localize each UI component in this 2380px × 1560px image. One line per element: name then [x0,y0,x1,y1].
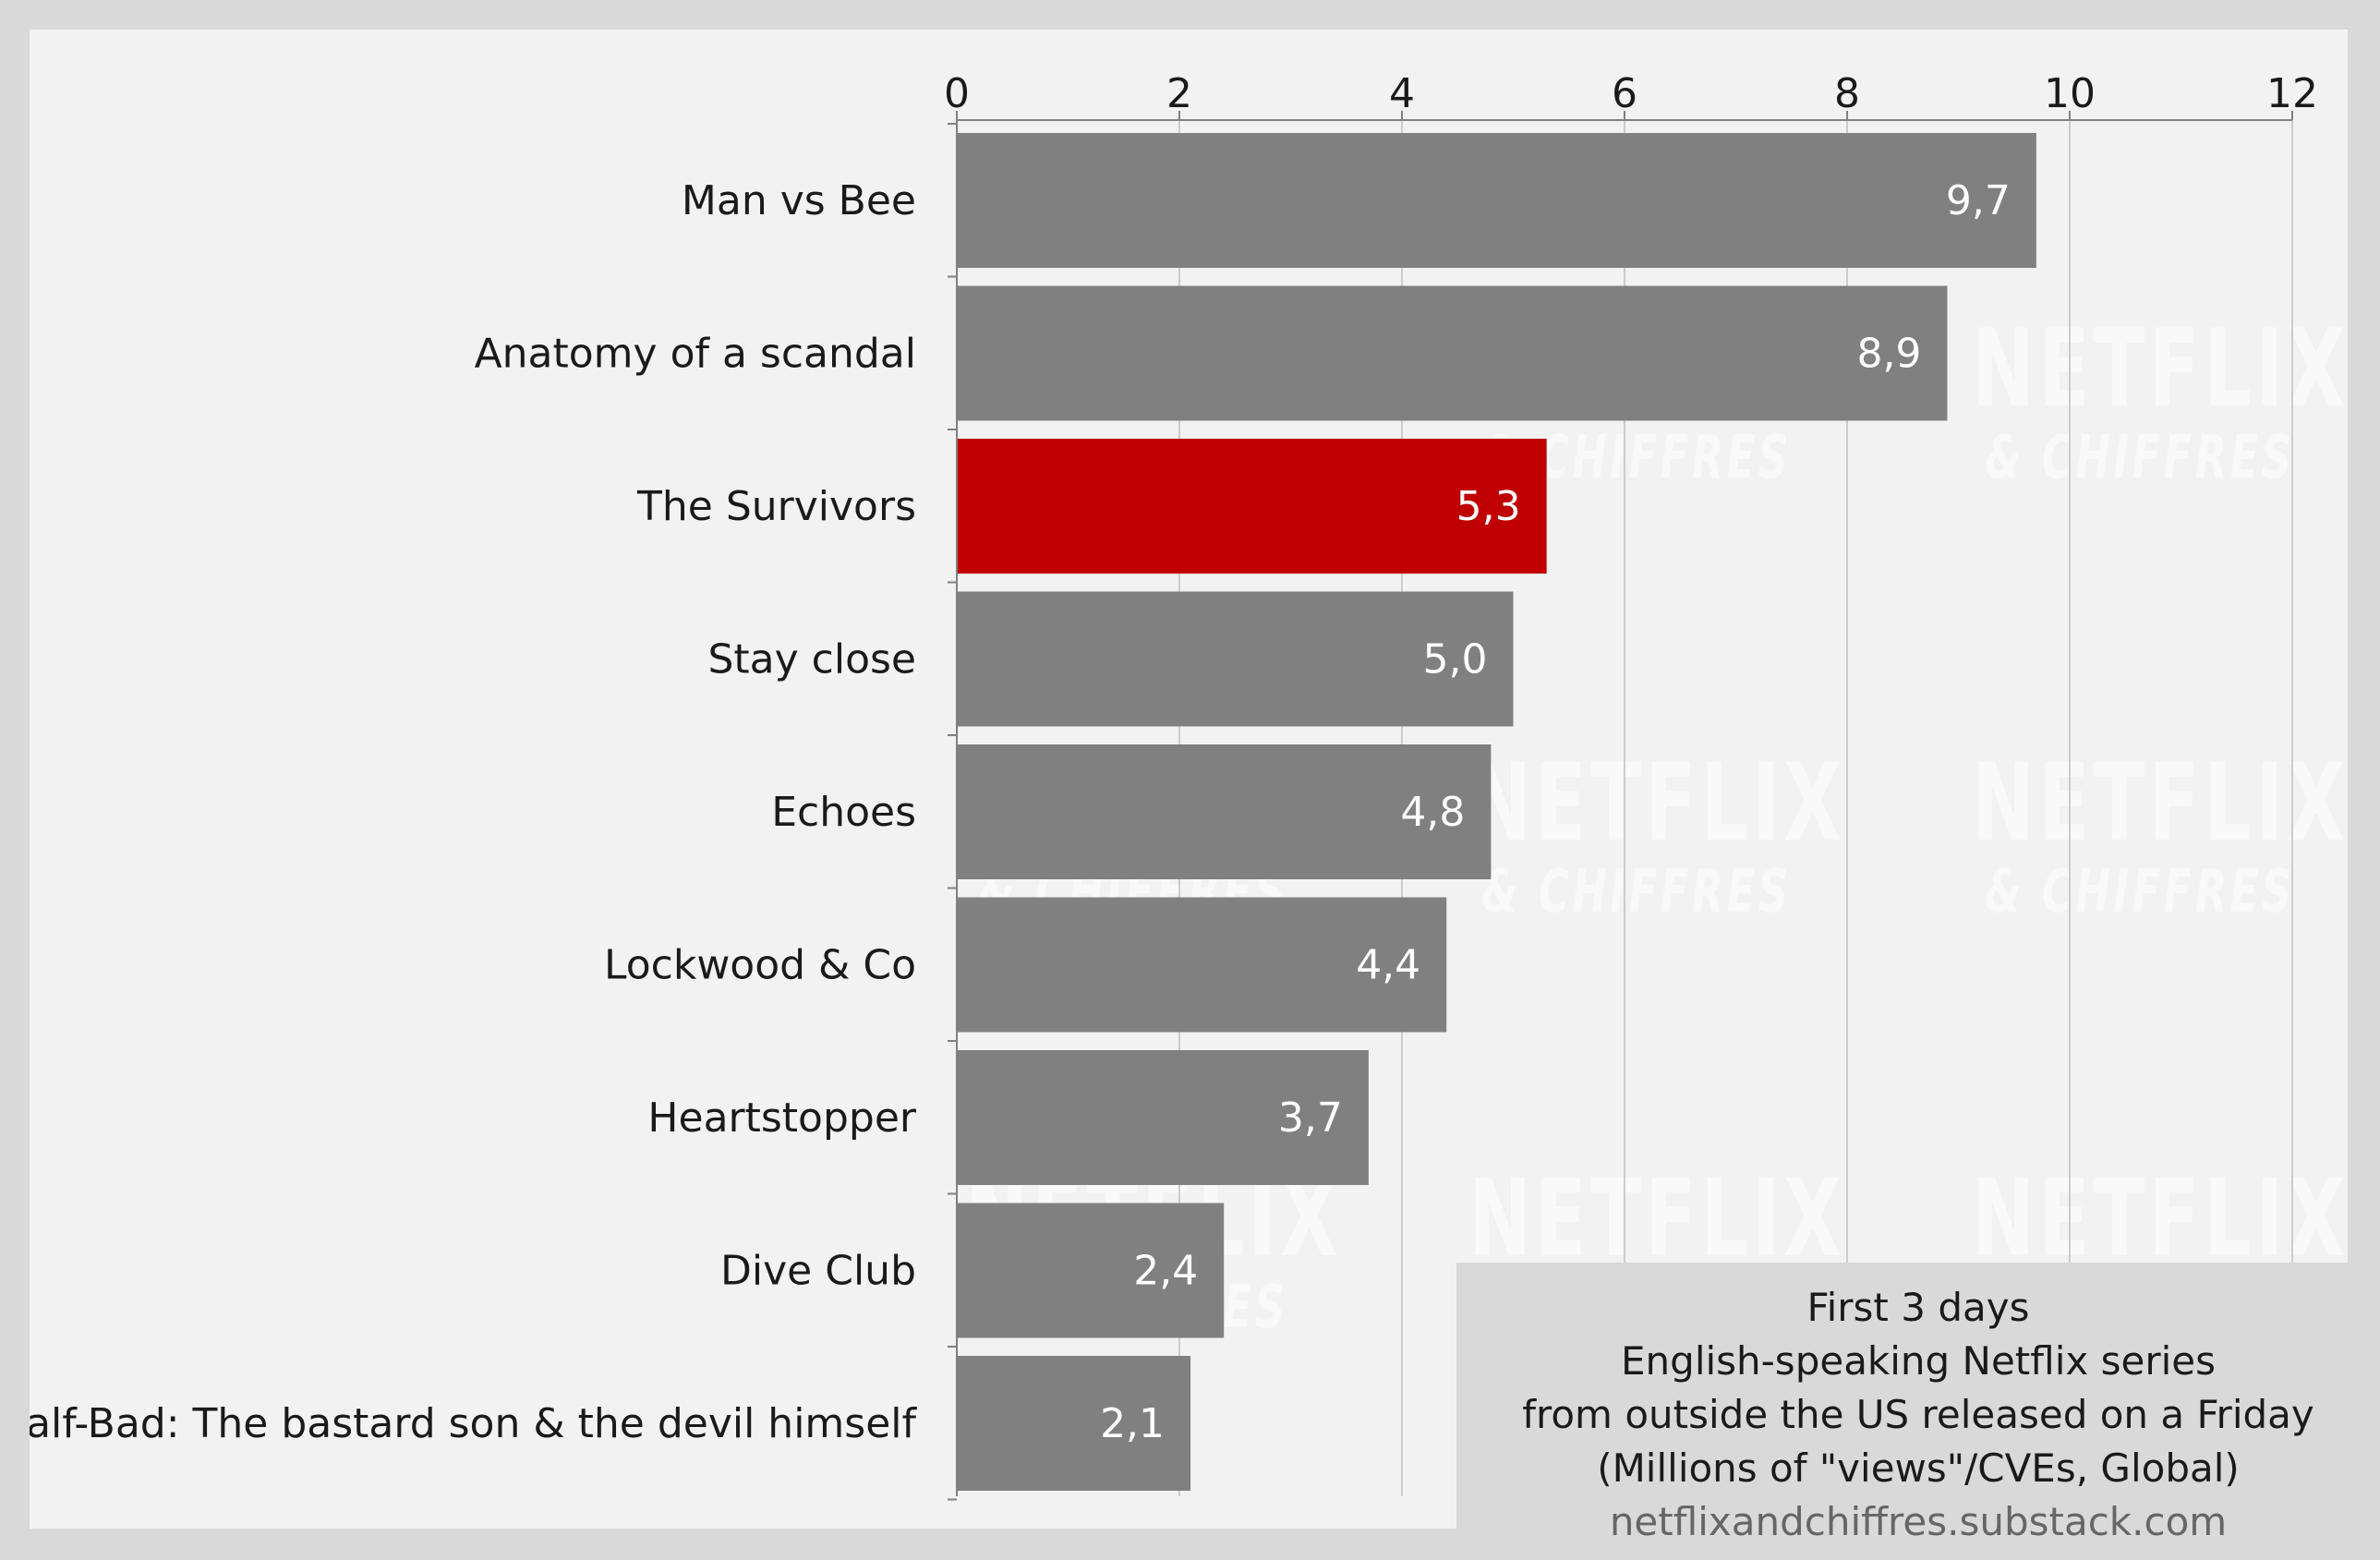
bar-value-label: 4,4 [1356,942,1420,989]
x-tick-label: 0 [944,70,970,117]
x-tick-label: 2 [1166,70,1192,117]
info-line-origin: from outside the US released on a Friday [1522,1392,2314,1437]
x-tick-label: 12 [2266,70,2318,117]
category-label: Heartstopper [647,1094,916,1142]
bar-value-label: 9,7 [1946,177,2011,224]
category-label: Man vs Bee [682,177,916,224]
bar [957,1050,1369,1185]
watermark-logo: NETFLIX& CHIFFRES [1900,741,2380,926]
info-line-series: English-speaking Netflix series [1621,1338,2216,1384]
bar-chart: 0 2 4 6 8 10 12 9,7 Man vs Bee 8,9 Anatomy of a sc… [30,70,2318,1501]
watermark-line-2: & CHIFFRES [1985,424,2295,492]
category-label: Lockwood & Co [604,942,916,989]
bar [957,1203,1225,1338]
bar-value-label: 5,0 [1423,636,1488,683]
bar-value-label: 2,1 [1100,1400,1165,1447]
category-label: Half-Bad: The bastard son & the devil hi… [30,1400,917,1447]
watermark-logo: NETFLIX& CHIFFRES [1396,741,1877,926]
bar-value-label: 8,9 [1856,331,1921,378]
watermark-line-2: & CHIFFRES [1481,858,1792,926]
bar [957,1356,1191,1491]
info-line-units: (Millions of "views"/CVEs, Global) [1597,1445,2240,1491]
info-line-days: First 3 days [1806,1285,2030,1330]
x-tick-label: 6 [1612,70,1637,117]
x-tick-label: 4 [1389,70,1415,117]
bar [957,897,1447,1033]
bar-value-label: 4,8 [1400,789,1465,836]
category-label: Dive Club [720,1248,916,1295]
bar [957,439,1547,574]
source-url: netflixandchiffres.substack.com [1609,1499,2228,1544]
watermark-line-1: NETFLIX [1972,307,2350,431]
watermark-line-1: NETFLIX [1468,1156,1846,1281]
info-box: First 3 days English-speaking Netflix se… [1456,1263,2380,1558]
bar [957,285,1948,421]
bar [957,744,1492,879]
watermark-logo: NETFLIX& CHIFFRES [1900,307,2380,492]
category-label: Stay close [708,636,917,683]
bar-value-label: 5,3 [1456,483,1521,530]
x-tick-label: 10 [2044,70,2096,117]
category-label: Echoes [771,789,916,836]
x-tick-label: 8 [1834,70,1860,117]
bar-value-label: 3,7 [1278,1094,1343,1142]
watermark-line-1: NETFLIX [1972,1156,2350,1281]
bar [957,133,2036,268]
category-label: Anatomy of a scandal [475,331,916,378]
bar [957,591,1514,727]
category-label: The Survivors [636,483,916,530]
watermark-line-1: NETFLIX [1972,741,2350,865]
watermark-line-1: NETFLIX [1468,741,1846,865]
bar-value-label: 2,4 [1133,1248,1198,1295]
watermark-line-2: & CHIFFRES [1985,858,2295,926]
